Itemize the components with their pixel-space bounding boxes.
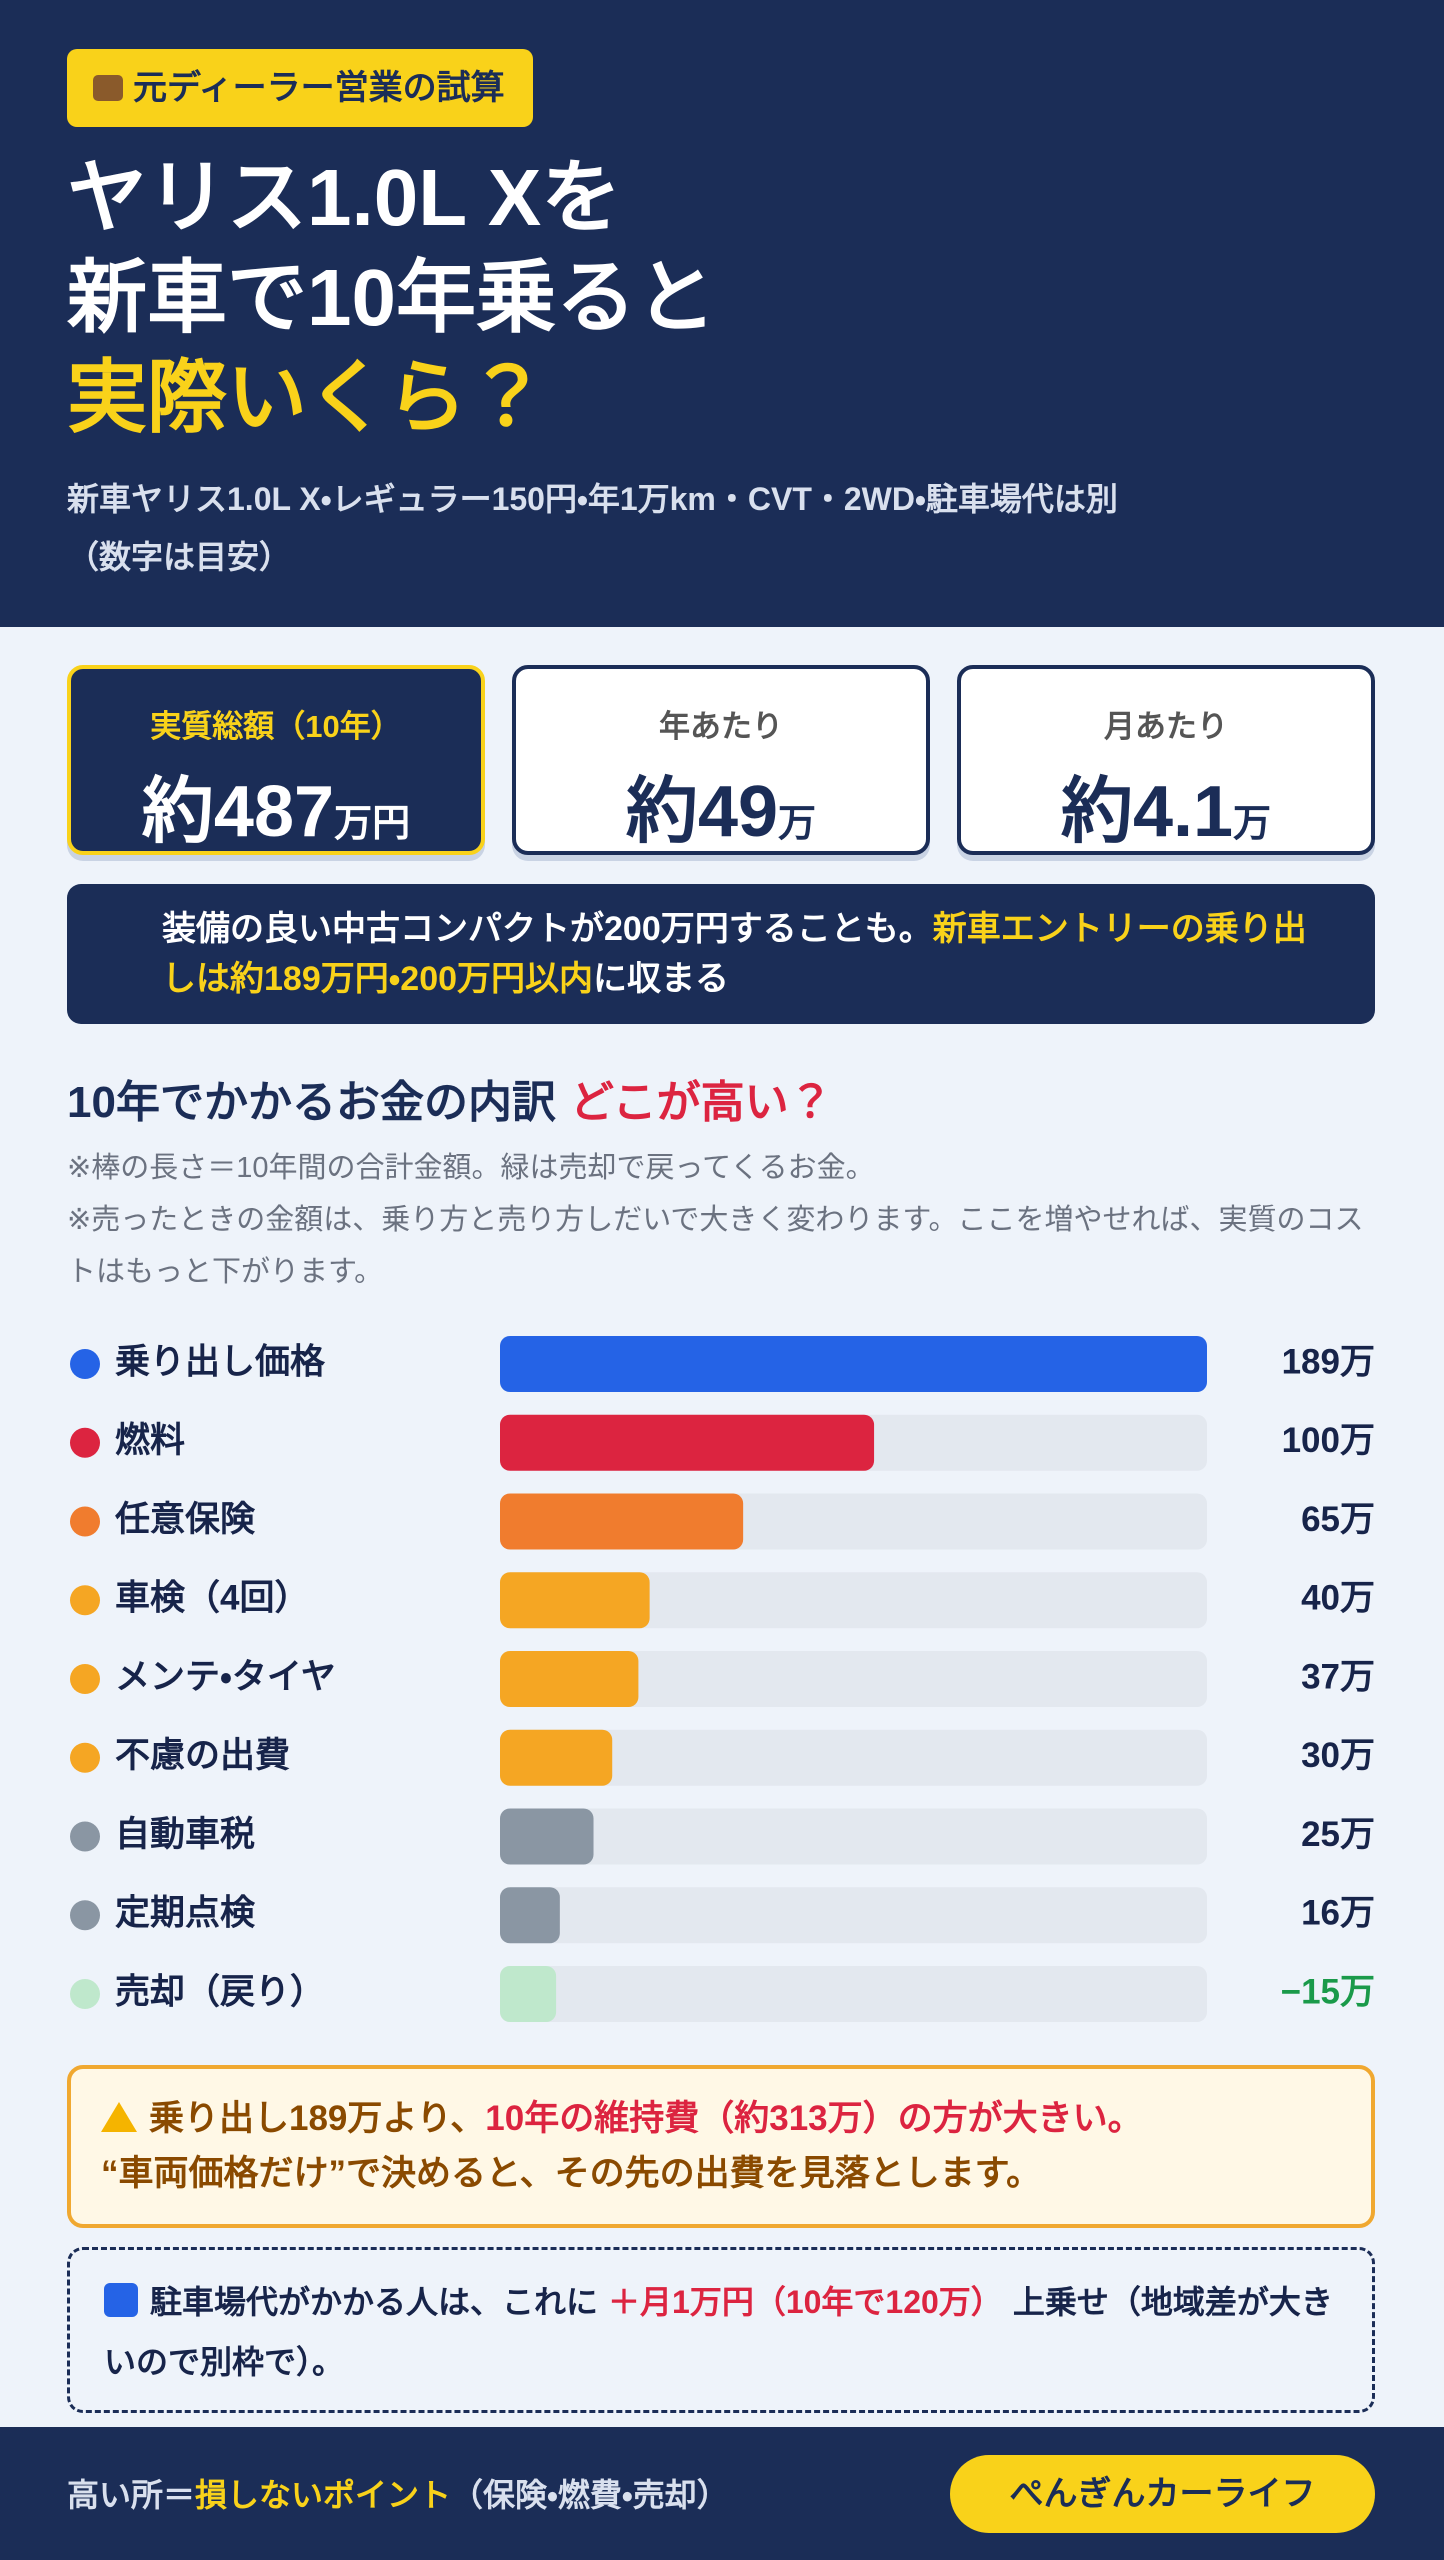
warning-lead: 乗り出し189万より、 xyxy=(149,2099,486,2138)
stat-prefix: 約 xyxy=(1060,772,1133,852)
subtitle-line: 新車ヤリス1.0L X・レギュラー150円・年1万km・CVT・2WD・駐車場代… xyxy=(67,481,1118,517)
note-highlight: 新車エントリーの乗り出しは約189万円・200万円以内 xyxy=(162,910,1307,998)
title-highlight: 実際いくら？ xyxy=(67,353,547,442)
chart-title: 10年でかかるお金の内訳 どこが高い？ xyxy=(67,1066,833,1130)
parking-note: 駐車場代がかかる人は、これに ＋月1万円（10年で120万） 上乗せ（地域差が大きい… xyxy=(67,2247,1375,2413)
bar-track xyxy=(500,1808,1207,1865)
row-icon xyxy=(70,1900,100,1931)
parking-highlight: ＋月1万円（10年で120万） xyxy=(608,2284,1003,2320)
warning-icon xyxy=(101,2102,137,2132)
category-label: 不慮の出費 xyxy=(115,1736,290,1775)
briefcase-icon xyxy=(93,75,123,101)
stat-unit: 万 xyxy=(1233,803,1272,845)
title-line: 新車で10年乗ると xyxy=(67,253,716,342)
parking-icon xyxy=(104,2283,138,2317)
note-text: 装備の良い中古コンパクトが200万円することも。 xyxy=(162,910,933,948)
bar xyxy=(500,1336,1207,1392)
warning-line: “車両価格だけ”で決めると、その先の出費を見落とします。 xyxy=(101,2154,1042,2193)
row-icon xyxy=(70,1585,100,1616)
value-label: 189万 xyxy=(1282,1342,1375,1381)
subtitle-line: （数字は目安） xyxy=(67,539,292,575)
stat-number: 487 xyxy=(213,772,335,852)
bar xyxy=(500,1887,560,1944)
value-label: 100万 xyxy=(1282,1421,1375,1460)
category-label: 自動車税 xyxy=(115,1815,255,1854)
row-icon xyxy=(70,1979,100,2009)
bar xyxy=(500,1493,744,1550)
row-icon xyxy=(70,1821,100,1852)
tag: 元ディーラー営業の試算 xyxy=(67,49,533,127)
tag-text: 元ディーラー営業の試算 xyxy=(133,69,505,107)
row-icon xyxy=(70,1427,100,1458)
footer-text: 高い所＝損しないポイント（保険・燃費・売却） xyxy=(67,2470,729,2520)
bar xyxy=(500,1651,639,1707)
value-label: 25万 xyxy=(1301,1815,1375,1854)
stat-label: 年あたり xyxy=(659,709,783,744)
stat-number: 49 xyxy=(697,772,779,852)
bar-track xyxy=(500,1572,1207,1629)
row-icon xyxy=(70,1506,100,1537)
stat-value: 約49万 xyxy=(516,752,926,857)
note: 装備の良い中古コンパクトが200万円することも。新車エントリーの乗り出しは約18… xyxy=(67,884,1375,1024)
chart-notes: ※棒の長さ＝10年間の合計金額。緑は売却で戻ってくるお金。 ※売ったときの金額は… xyxy=(67,1142,1367,1298)
stat-value: 約487万円 xyxy=(71,752,481,857)
value-label: 16万 xyxy=(1301,1894,1375,1933)
chart-note: ※棒の長さ＝10年間の合計金額。緑は売却で戻ってくるお金。 xyxy=(67,1152,875,1184)
bar xyxy=(500,1729,613,1786)
bar-track xyxy=(500,1651,1207,1707)
stat-label: 実質総額（10年） xyxy=(150,709,402,744)
bar xyxy=(500,1808,594,1865)
stat-unit: 万円 xyxy=(334,803,411,845)
footer-highlight: 損しないポイント xyxy=(195,2477,452,2513)
stat-prefix: 約 xyxy=(141,772,214,852)
value-label: 30万 xyxy=(1301,1736,1375,1775)
category-label: 定期点検 xyxy=(115,1894,256,1933)
stat-value: 約4.1万 xyxy=(961,752,1371,857)
bar xyxy=(500,1572,650,1629)
bar-track xyxy=(500,1966,1207,2022)
brand-button[interactable]: ぺんぎんカーライフ xyxy=(950,2455,1375,2533)
stat-card: 年あたり約49万 xyxy=(512,665,930,855)
row-icon xyxy=(70,1349,100,1379)
stat-unit: 万 xyxy=(778,803,817,845)
chart-note: ※売ったときの金額は、乗り方と売り方しだいで大きく変わります。ここを増やせれば、… xyxy=(67,1204,1364,1288)
category-label: 売却（戻り） xyxy=(115,1972,325,2011)
value-label: 37万 xyxy=(1301,1657,1375,1696)
bar-track xyxy=(500,1729,1207,1786)
footer-tail: （保険・燃費・売却） xyxy=(451,2477,729,2513)
category-label: 車検（4回） xyxy=(115,1579,309,1618)
category-label: メンテ・タイヤ xyxy=(115,1657,336,1696)
stat-card: 実質総額（10年） 約487万円 xyxy=(67,665,485,855)
stat-label: 月あたり xyxy=(1104,709,1228,744)
row-icon xyxy=(70,1664,100,1694)
bar xyxy=(500,1966,557,2022)
title: ヤリス1.0L Xを 新車で10年乗ると 実際いくら？ xyxy=(67,148,716,448)
chart-title-highlight: どこが高い？ xyxy=(569,1078,833,1127)
warning: 乗り出し189万より、10年の維持費（約313万）の方が大きい。 “車両価格だけ… xyxy=(67,2065,1375,2228)
category-label: 燃料 xyxy=(115,1421,185,1460)
chart-title-text: 10年でかかるお金の内訳 xyxy=(67,1078,556,1127)
footer-lead: 高い所＝ xyxy=(67,2477,196,2513)
value-label: 65万 xyxy=(1301,1500,1375,1539)
bar xyxy=(500,1414,875,1471)
value-label: −15万 xyxy=(1281,1972,1375,2011)
parking-tail: 上乗せ（地域差が大きいので別枠で）。 xyxy=(104,2284,1333,2380)
value-label: 40万 xyxy=(1301,1579,1375,1618)
row-icon xyxy=(70,1742,100,1773)
title-line: ヤリス1.0L Xを xyxy=(67,153,622,242)
note-tail: に収まる xyxy=(593,960,730,998)
stat-number: 4.1 xyxy=(1132,772,1234,852)
subtitle: 新車ヤリス1.0L X・レギュラー150円・年1万km・CVT・2WD・駐車場代… xyxy=(67,470,1118,586)
stat-card: 月あたり約4.1万 xyxy=(957,665,1375,855)
bar-track xyxy=(500,1887,1207,1944)
parking-lead: 駐車場代がかかる人は、これに xyxy=(150,2284,599,2320)
stat-prefix: 約 xyxy=(625,772,698,852)
warning-highlight: 10年の維持費（約313万）の方が大きい。 xyxy=(485,2099,1143,2138)
category-label: 任意保険 xyxy=(115,1500,256,1539)
category-label: 乗り出し価格 xyxy=(115,1342,326,1381)
warning-line: 乗り出し189万より、10年の維持費（約313万）の方が大きい。 xyxy=(101,2091,1341,2146)
